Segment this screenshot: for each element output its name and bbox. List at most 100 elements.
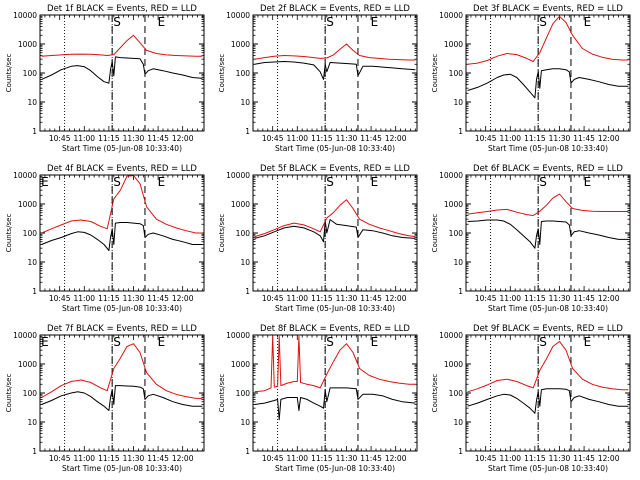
y-tick-label: 1 xyxy=(32,287,37,296)
interval-marker-s: S xyxy=(113,175,121,189)
x-tick-label: 10:45 xyxy=(262,454,284,463)
y-tick-label: 1 xyxy=(458,287,463,296)
x-axis-label: Start Time (05-Jun-08 10:33:40) xyxy=(488,144,608,153)
x-axis-label: Start Time (05-Jun-08 10:33:40) xyxy=(275,464,395,473)
x-tick-label: 11:30 xyxy=(549,294,571,303)
interval-marker-e: E xyxy=(41,175,49,189)
x-axis-label: Start Time (05-Jun-08 10:33:40) xyxy=(275,144,395,153)
y-tick-label: 1 xyxy=(245,127,250,136)
y-tick-label: 1000 xyxy=(231,200,250,209)
series-line-events xyxy=(254,61,416,80)
x-tick-label: 11:30 xyxy=(123,294,145,303)
y-tick-label: 10000 xyxy=(226,171,250,180)
plot-frame xyxy=(39,334,205,452)
x-axis-label: Start Time (05-Jun-08 10:33:40) xyxy=(275,304,395,313)
panel-title: Det 4f BLACK = Events, RED = LLD xyxy=(47,164,197,174)
series-line-events xyxy=(467,219,629,249)
y-tick-label: 1000 xyxy=(18,200,37,209)
y-tick-label: 1 xyxy=(458,447,463,456)
y-tick-label: 100 xyxy=(23,69,38,78)
x-tick-label: 10:45 xyxy=(262,134,284,143)
y-tick-label: 10000 xyxy=(13,171,37,180)
series-line-events xyxy=(41,56,203,84)
detector-panel-1: Det 1f BLACK = Events, RED = LLD 1 10 100 10… xyxy=(5,4,205,153)
panel-title: Det 7f BLACK = Events, RED = LLD xyxy=(47,324,197,334)
plot-frame xyxy=(465,14,631,132)
series-line-lld xyxy=(467,340,629,393)
interval-marker-s: S xyxy=(326,335,334,349)
x-tick-label: 11:45 xyxy=(360,294,382,303)
y-tick-label: 100 xyxy=(449,69,464,78)
series-line-lld xyxy=(41,343,203,399)
detector-panel-2: Det 2f BLACK = Events, RED = LLD 1 10 100 10… xyxy=(218,4,418,153)
plot-frame xyxy=(39,14,205,132)
y-tick-label: 1 xyxy=(32,447,37,456)
x-tick-label: 11:30 xyxy=(336,134,358,143)
interval-marker-e: E xyxy=(158,15,166,29)
detector-panel-8: Det 8f BLACK = Events, RED = LLD 1 10 100 10… xyxy=(218,324,418,473)
x-tick-label: 10:45 xyxy=(475,134,497,143)
interval-marker-e: E xyxy=(371,175,379,189)
y-tick-label: 10 xyxy=(240,418,250,427)
y-tick-label: 100 xyxy=(236,229,251,238)
interval-marker-e: E xyxy=(371,335,379,349)
y-tick-label: 10 xyxy=(27,258,37,267)
panel-title: Det 8f BLACK = Events, RED = LLD xyxy=(260,324,410,334)
y-tick-label: 10000 xyxy=(439,11,463,20)
detector-panel-6: Det 6f BLACK = Events, RED = LLD 1 10 100 10… xyxy=(431,164,631,313)
x-tick-label: 11:00 xyxy=(286,134,308,143)
y-tick-label: 100 xyxy=(23,389,38,398)
y-tick-label: 10 xyxy=(240,98,250,107)
series-line-events xyxy=(41,385,203,411)
y-tick-label: 1 xyxy=(245,447,250,456)
y-tick-label: 10 xyxy=(453,258,463,267)
y-tick-label: 1000 xyxy=(444,200,463,209)
y-tick-label: 1000 xyxy=(18,360,37,369)
x-tick-label: 11:45 xyxy=(573,454,595,463)
x-tick-label: 11:45 xyxy=(360,134,382,143)
x-tick-label: 11:00 xyxy=(499,294,521,303)
x-tick-label: 10:45 xyxy=(49,134,71,143)
x-tick-label: 11:15 xyxy=(524,454,546,463)
interval-marker-s: S xyxy=(539,15,547,29)
y-tick-label: 1 xyxy=(458,127,463,136)
x-tick-label: 12:00 xyxy=(385,134,407,143)
interval-marker-e: E xyxy=(158,175,166,189)
y-tick-label: 1000 xyxy=(231,40,250,49)
y-tick-label: 10 xyxy=(240,258,250,267)
interval-marker-e: E xyxy=(584,335,592,349)
x-tick-label: 10:45 xyxy=(262,294,284,303)
series-line-lld xyxy=(41,175,203,234)
interval-marker-e: E xyxy=(158,335,166,349)
interval-marker-s: S xyxy=(326,175,334,189)
interval-marker-e: E xyxy=(584,175,592,189)
series-line-lld xyxy=(254,199,416,238)
y-axis-label: Counts/sec xyxy=(431,54,439,93)
x-tick-label: 11:45 xyxy=(147,294,169,303)
x-tick-label: 11:00 xyxy=(286,454,308,463)
x-tick-label: 11:00 xyxy=(73,294,95,303)
y-tick-label: 100 xyxy=(449,389,464,398)
y-tick-label: 10000 xyxy=(13,11,37,20)
detector-panel-7: Det 7f BLACK = Events, RED = LLD 1 10 100 10… xyxy=(5,324,205,473)
x-tick-label: 11:30 xyxy=(336,294,358,303)
x-tick-label: 11:15 xyxy=(98,454,120,463)
x-tick-label: 12:00 xyxy=(385,294,407,303)
interval-marker-e: E xyxy=(371,15,379,29)
plot-frame xyxy=(465,334,631,452)
y-tick-label: 1000 xyxy=(231,360,250,369)
x-tick-label: 12:00 xyxy=(172,454,194,463)
x-tick-label: 11:00 xyxy=(286,294,308,303)
panel-title: Det 6f BLACK = Events, RED = LLD xyxy=(473,164,623,174)
x-axis-label: Start Time (05-Jun-08 10:33:40) xyxy=(488,304,608,313)
x-tick-label: 12:00 xyxy=(172,294,194,303)
series-line-lld xyxy=(41,34,203,57)
series-line-lld xyxy=(254,335,416,393)
interval-marker-s: S xyxy=(113,15,121,29)
plot-frame xyxy=(252,334,418,452)
panel-title: Det 5f BLACK = Events, RED = LLD xyxy=(260,164,410,174)
y-axis-label: Counts/sec xyxy=(218,54,226,93)
x-tick-label: 11:15 xyxy=(311,294,333,303)
x-tick-label: 11:15 xyxy=(524,294,546,303)
y-tick-label: 100 xyxy=(449,229,464,238)
